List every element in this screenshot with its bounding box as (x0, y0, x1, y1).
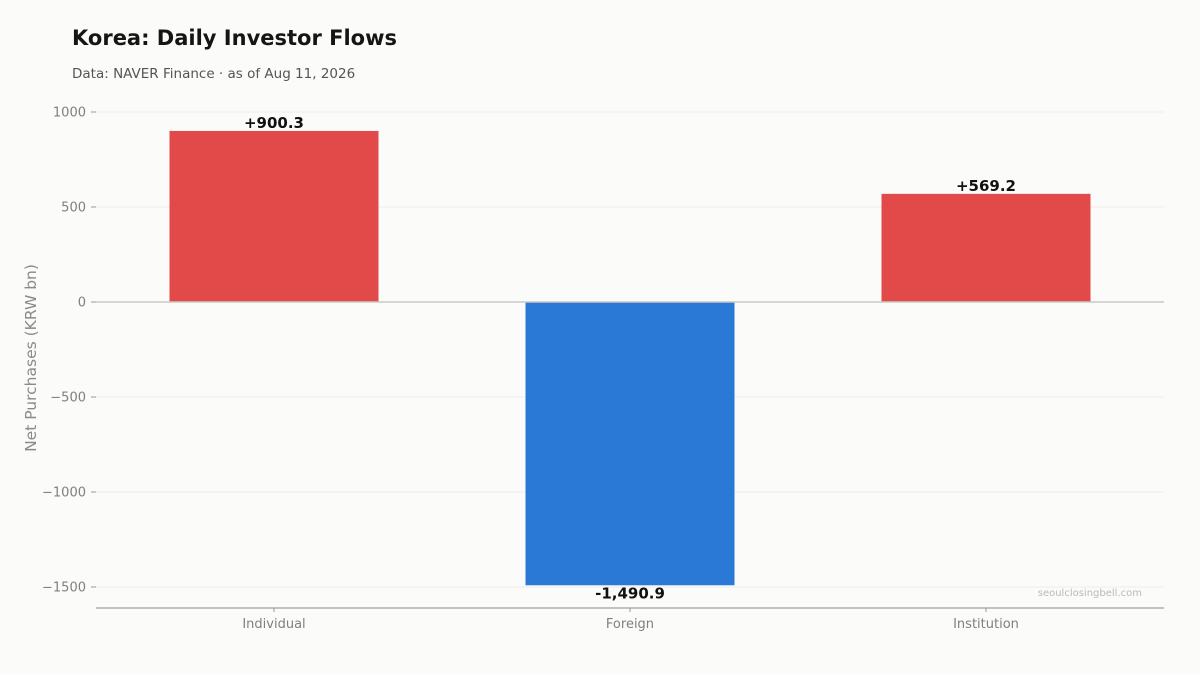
watermark: seoulclosingbell.com (1038, 588, 1142, 599)
y-tick-label: 500 (61, 201, 86, 216)
y-tick-label: −1000 (42, 486, 86, 501)
chart-subtitle: Data: NAVER Finance · as of Aug 11, 2026 (72, 66, 356, 82)
y-tick-label: −1500 (42, 581, 86, 596)
bar-institution (881, 193, 1091, 302)
chart-title: Korea: Daily Investor Flows (72, 26, 398, 50)
bar-foreign (525, 302, 735, 586)
y-tick-label: 1000 (53, 106, 86, 121)
data-label: +900.3 (244, 114, 304, 132)
x-tick-label: Individual (242, 617, 305, 632)
y-axis-title: Net Purchases (KRW bn) (22, 264, 40, 452)
x-tick-label: Institution (953, 617, 1019, 632)
x-tick-label: Foreign (606, 617, 654, 632)
data-label: -1,490.9 (595, 584, 665, 602)
y-tick-label: 0 (78, 296, 86, 311)
data-label: +569.2 (956, 177, 1016, 195)
bar-individual (169, 130, 379, 302)
y-tick-label: −500 (50, 391, 86, 406)
